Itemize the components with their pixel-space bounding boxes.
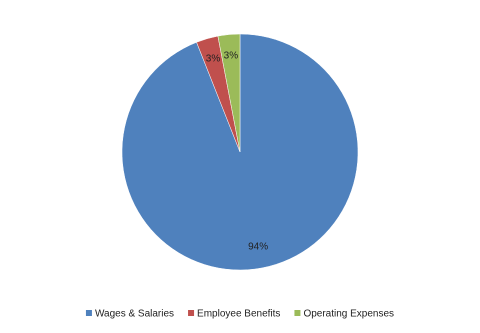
legend-swatch — [188, 310, 195, 316]
legend-label: Wages & Salaries — [95, 309, 174, 320]
legend-label: Operating Expenses — [303, 309, 394, 320]
data-label: 3% — [224, 50, 239, 61]
legend-swatch — [294, 310, 301, 316]
legend: Wages & Salaries Employee Benefits Operati… — [85, 309, 394, 320]
data-label: 94% — [248, 242, 268, 253]
data-label: 3% — [206, 54, 221, 65]
legend-swatch — [85, 310, 92, 316]
legend-label: Employee Benefits — [197, 309, 280, 320]
pie-slice — [217, 33, 241, 153]
